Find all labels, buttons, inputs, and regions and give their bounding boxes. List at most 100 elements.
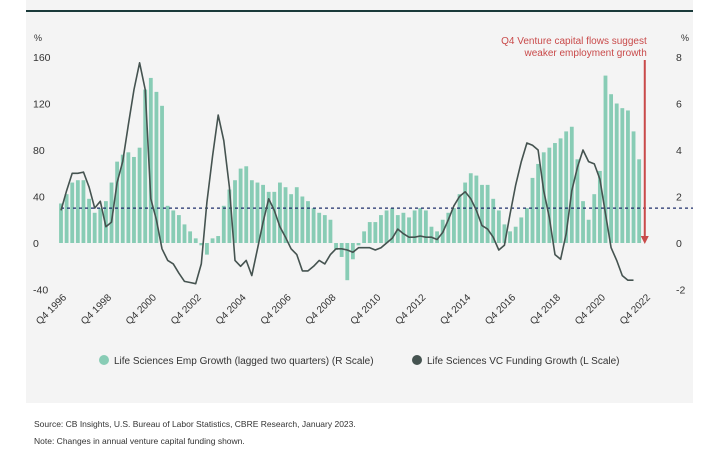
emp-growth-bar — [165, 205, 170, 243]
emp-growth-bar — [356, 243, 361, 246]
emp-growth-bar — [569, 126, 574, 243]
right-axis-tick-label: 0 — [676, 238, 682, 250]
legend-emp-growth-swatch — [99, 355, 109, 365]
emp-growth-bar — [272, 191, 277, 243]
emp-growth-bar — [255, 182, 260, 243]
emp-growth-bar — [322, 215, 327, 243]
emp-growth-bar — [345, 243, 350, 281]
emp-growth-bar — [496, 210, 501, 243]
right-axis-unit: % — [681, 33, 689, 43]
x-axis-tick-label: Q4 2008 — [304, 292, 339, 327]
x-axis-tick-label: Q4 2022 — [618, 292, 653, 327]
emp-growth-bar — [334, 243, 338, 250]
emp-growth-bar — [249, 180, 254, 243]
annotation-arrow-head — [640, 236, 649, 244]
emp-growth-bar — [536, 163, 541, 243]
x-axis-tick-label: Q4 2016 — [483, 292, 518, 327]
emp-growth-bar — [508, 231, 512, 244]
emp-growth-bar — [463, 182, 468, 243]
emp-growth-bar — [233, 180, 237, 243]
emp-growth-bar — [98, 208, 103, 244]
emp-growth-bar — [64, 194, 69, 243]
emp-growth-bar — [603, 75, 608, 243]
emp-growth-bar — [524, 208, 529, 244]
emp-growth-bar — [148, 77, 153, 244]
emp-growth-bar — [418, 208, 423, 244]
x-axis-tick-label: Q4 2020 — [573, 292, 608, 327]
emp-growth-bar — [289, 194, 294, 243]
note: Note: Changes in annual venture capital … — [34, 436, 245, 446]
emp-growth-bar — [412, 210, 417, 243]
emp-growth-bar — [160, 105, 164, 243]
emp-growth-bar — [182, 224, 187, 243]
right-axis-tick-label: 4 — [676, 145, 682, 157]
emp-growth-bar — [597, 170, 602, 243]
emp-growth-bar — [480, 184, 484, 244]
right-axis-tick-label: 8 — [676, 52, 682, 64]
emp-growth-bar — [541, 152, 546, 243]
emp-growth-bar — [205, 243, 209, 255]
left-axis-tick-label: 80 — [33, 145, 45, 157]
emp-growth-bar — [407, 217, 411, 243]
emp-growth-bar — [300, 196, 305, 243]
emp-growth-bar — [75, 180, 80, 243]
x-axis-tick-label: Q4 2004 — [214, 292, 249, 327]
emp-growth-bar — [244, 166, 249, 243]
emp-growth-bar — [210, 238, 215, 243]
emp-growth-bar — [59, 203, 63, 243]
emp-growth-bar — [154, 91, 159, 244]
emp-growth-bar — [227, 189, 232, 243]
emp-growth-bar — [328, 219, 333, 243]
emp-growth-bar — [306, 201, 310, 243]
emp-growth-bar — [294, 187, 299, 243]
x-axis-tick-label: Q4 2010 — [349, 292, 384, 327]
emp-growth-bar — [350, 243, 355, 260]
chart: % % 160 120 80 40 0 -40 8 6 4 2 0 -2 Q4 Venture capita… — [26, 10, 693, 367]
emp-growth-bar — [446, 212, 451, 243]
x-axis-tick-label: Q4 1996 — [34, 292, 69, 327]
left-axis-tick-label: -40 — [33, 285, 48, 297]
x-axis-tick-label: Q4 2012 — [393, 292, 428, 327]
x-axis-tick-label: Q4 2018 — [528, 292, 563, 327]
emp-growth-bar — [171, 210, 176, 243]
emp-growth-bar — [132, 156, 136, 243]
emp-growth-bar — [423, 210, 428, 243]
right-axis-tick-label: 2 — [676, 192, 682, 204]
legend-emp-growth-label: Life Sciences Emp Growth (lagged two qua… — [114, 356, 374, 367]
vc-funding-line — [60, 61, 634, 285]
left-axis-tick-label: 40 — [33, 192, 45, 204]
emp-growth-bar — [379, 215, 383, 243]
emp-growth-bar — [266, 191, 271, 243]
emp-growth-bar — [513, 226, 518, 243]
emp-growth-bar — [592, 194, 597, 243]
emp-growth-bar — [126, 152, 131, 243]
x-axis-tick-label: Q4 1998 — [79, 292, 114, 327]
emp-growth-bar — [70, 182, 75, 243]
emp-growth-bar — [581, 201, 585, 243]
emp-growth-bar — [199, 243, 204, 246]
left-axis-tick-label: 0 — [33, 238, 39, 250]
left-axis-unit: % — [34, 33, 42, 43]
emp-growth-bar — [485, 184, 490, 244]
legend-vc-funding-label: Life Sciences VC Funding Growth (L Scale… — [427, 356, 620, 367]
emp-growth-bar — [278, 182, 282, 243]
emp-growth-bar — [373, 222, 378, 243]
emp-growth-bar — [547, 147, 552, 243]
emp-growth-bar — [261, 184, 265, 244]
emp-growth-bar — [216, 236, 221, 243]
emp-growth-bar — [311, 208, 316, 244]
emp-growth-bar — [558, 138, 563, 244]
emp-growth-bar — [586, 219, 591, 243]
emp-growth-bar — [614, 103, 619, 243]
emp-growth-bar — [491, 198, 496, 243]
emp-growth-bar — [519, 217, 524, 243]
emp-growth-bar — [553, 143, 557, 243]
emp-growth-bar — [367, 222, 372, 243]
emp-growth-bar — [457, 194, 462, 243]
emp-growth-bar — [115, 161, 120, 244]
emp-growth-bar — [92, 212, 97, 243]
emp-growth-bar — [317, 212, 322, 243]
emp-growth-bar — [401, 212, 406, 243]
emp-growth-bar — [452, 208, 456, 244]
emp-growth-bar — [81, 180, 86, 243]
